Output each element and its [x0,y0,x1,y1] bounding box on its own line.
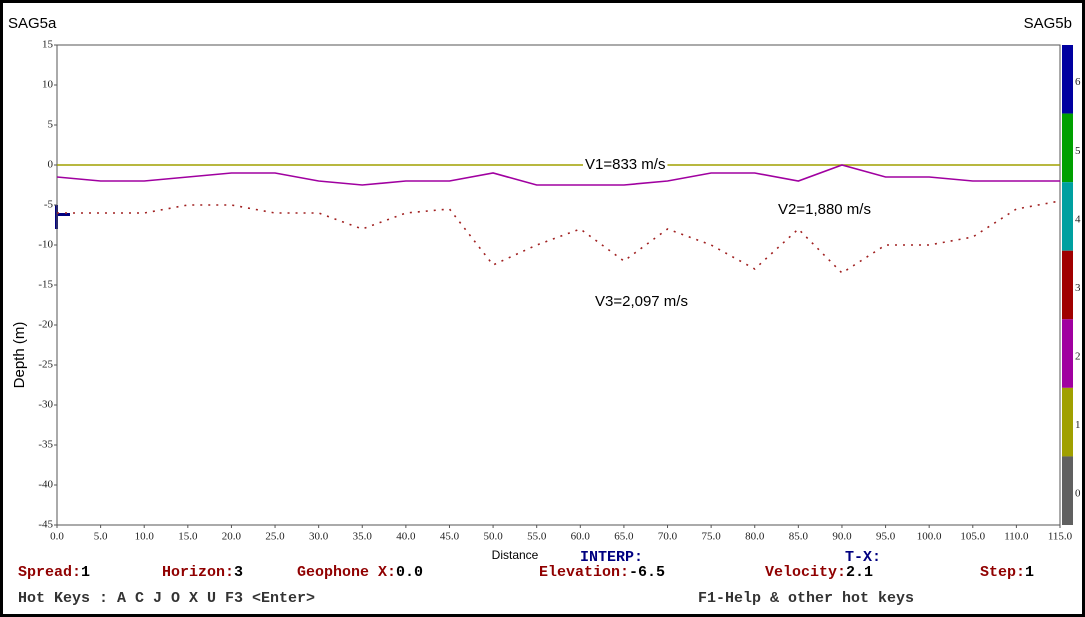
x-tick-label: 70.0 [658,531,678,543]
colorbar-segment [1062,387,1073,457]
status-label: Horizon: [162,564,234,581]
status-label: Step: [980,564,1025,581]
status-value: 3 [234,564,243,581]
velocity-label: V2=1,880 m/s [778,201,871,218]
x-tick-label: 55.0 [527,531,547,543]
x-tick-label: 40.0 [396,531,416,543]
colorbar-label: 2 [1075,351,1081,363]
x-tick-label: 110.0 [1004,531,1029,543]
colorbar-segment [1062,456,1073,525]
colorbar-segment [1062,319,1073,388]
y-tick-label: -40 [38,479,53,491]
x-axis-label: Distance [492,548,539,562]
colorbar-label: 5 [1075,145,1081,157]
cursor [58,213,70,216]
colorbar-label: 0 [1075,488,1081,500]
y-tick-label: -35 [38,439,53,451]
x-tick-label: 65.0 [614,531,634,543]
colorbar-label: 4 [1075,213,1081,225]
hot-keys: Hot Keys : A C J O X U F3 <Enter> [18,590,315,607]
tx-label: T-X: [845,549,881,566]
x-tick-label: 30.0 [309,531,329,543]
colorbar-label: 6 [1075,76,1081,88]
y-tick-label: -30 [38,399,53,411]
status-label: Elevation: [539,564,629,581]
x-tick-label: 10.0 [135,531,155,543]
colorbar-label: 3 [1075,282,1081,294]
y-tick-label: 0 [48,159,54,171]
y-tick-label: -25 [38,359,53,371]
x-tick-label: 50.0 [483,531,503,543]
x-tick-label: 15.0 [178,531,198,543]
y-tick-label: 10 [42,79,54,91]
right-label: SAG5b [1024,15,1072,32]
x-tick-label: 105.0 [960,531,985,543]
x-tick-label: 100.0 [917,531,942,543]
status-label: Velocity: [765,564,846,581]
x-tick-label: 35.0 [353,531,373,543]
x-tick-label: 45.0 [440,531,460,543]
status-label: Spread: [18,564,81,581]
interp-label: INTERP: [580,549,643,566]
x-tick-label: 95.0 [876,531,896,543]
status-value: 2.1 [846,564,873,581]
colorbar-label: 1 [1075,419,1081,431]
y-tick-label: -20 [38,319,53,331]
x-tick-label: 90.0 [832,531,852,543]
status-value: 1 [1025,564,1034,581]
status-label: Geophone X: [297,564,396,581]
y-tick-label: -10 [38,239,53,251]
status-value: 0.0 [396,564,423,581]
y-tick-label: -15 [38,279,53,291]
x-tick-label: 80.0 [745,531,765,543]
x-tick-label: 115.0 [1048,531,1073,543]
horizon-line [56,164,1060,186]
x-tick-label: 0.0 [50,531,64,543]
x-tick-label: 60.0 [571,531,591,543]
y-tick-label: 15 [42,39,54,51]
y-axis-label: Depth (m) [11,322,28,389]
y-tick-label: -5 [44,199,54,211]
y-tick-label: 5 [48,119,54,131]
status-value: 1 [81,564,90,581]
x-tick-label: 85.0 [789,531,809,543]
velocity-label: V1=833 m/s [585,156,665,173]
x-tick-label: 20.0 [222,531,242,543]
help-text: F1-Help & other hot keys [698,590,914,607]
y-tick-label: -45 [38,519,53,531]
colorbar-segment [1062,250,1073,320]
velocity-label: V3=2,097 m/s [595,293,688,310]
colorbar-segment [1062,45,1073,114]
x-tick-label: 75.0 [702,531,722,543]
colorbar-segment [1062,113,1073,183]
label-bg [583,155,668,173]
x-tick-label: 25.0 [265,531,285,543]
colorbar-segment [1062,182,1073,251]
status-value: -6.5 [629,564,665,581]
left-label: SAG5a [8,15,57,32]
x-tick-label: 5.0 [94,531,108,543]
